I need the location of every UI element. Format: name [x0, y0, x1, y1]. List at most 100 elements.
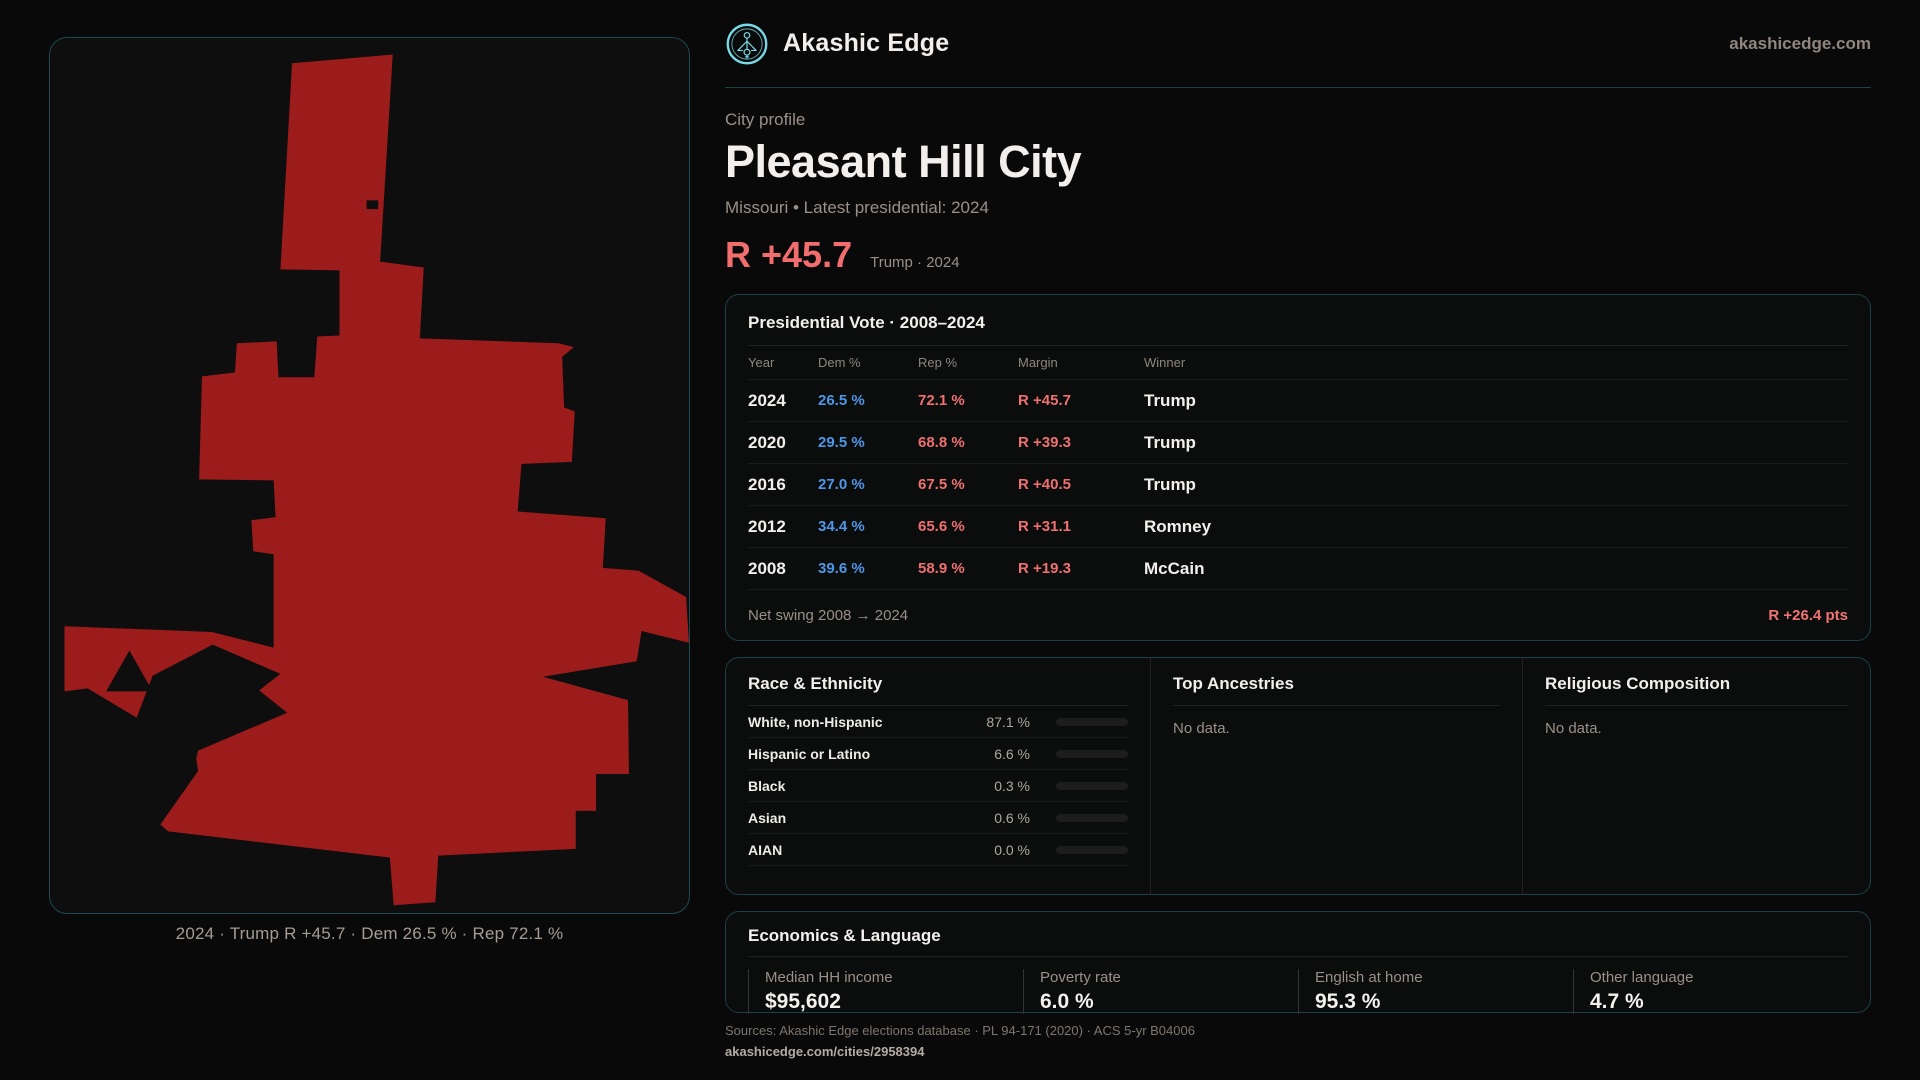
race-bar-track [1056, 781, 1128, 790]
city-map-panel [49, 37, 690, 914]
ancestries-empty-state: No data. [1173, 720, 1230, 737]
stat-label: English at home [1315, 969, 1423, 986]
col-margin: Margin [1018, 355, 1058, 370]
header: Akashic Edge akashicedge.com [725, 0, 1871, 88]
stat-value: 4.7 % [1590, 990, 1644, 1013]
net-swing-row: Net swing 2008 → 2024 R +26.4 pts [748, 590, 1848, 640]
cell-dem: 39.6 % [818, 560, 865, 577]
race-label: Hispanic or Latino [748, 745, 871, 762]
race-ethnicity-section: Race & Ethnicity White, non-Hispanic 87.… [726, 658, 1150, 894]
permalink[interactable]: akashicedge.com/cities/2958394 [725, 1044, 925, 1059]
city-boundary-map [64, 54, 689, 906]
cell-dem: 29.5 % [818, 434, 865, 451]
brand: Akashic Edge [725, 22, 949, 66]
stat-value: $95,602 [765, 990, 841, 1013]
headline-context: Trump · 2024 [870, 254, 960, 271]
cell-winner: Romney [1144, 516, 1212, 536]
cell-rep: 67.5 % [918, 476, 965, 493]
table-row: 2008 39.6 % 58.9 % R +19.3 McCain [748, 548, 1848, 590]
stat-label: Poverty rate [1040, 969, 1121, 986]
stat-median-income: Median HH income $95,602 [748, 969, 1023, 1014]
cell-margin: R +45.7 [1018, 392, 1071, 409]
cell-winner: McCain [1144, 558, 1205, 578]
page-title: Pleasant Hill City [725, 136, 1082, 187]
ancestries-title: Top Ancestries [1173, 674, 1500, 706]
col-rep: Rep % [918, 355, 958, 370]
race-label: AIAN [748, 841, 783, 858]
demographics-card: Race & Ethnicity White, non-Hispanic 87.… [725, 657, 1871, 895]
race-label: Black [748, 777, 786, 794]
cell-margin: R +31.1 [1018, 518, 1071, 535]
table-row: 2020 29.5 % 68.8 % R +39.3 Trump [748, 422, 1848, 464]
vote-table-header: Year Dem % Rep % Margin Winner [748, 346, 1848, 380]
stat-english-at-home: English at home 95.3 % [1298, 969, 1573, 1014]
race-bar-track [1056, 845, 1128, 854]
stat-value: 95.3 % [1315, 990, 1381, 1013]
economics-stats: Median HH income $95,602 Poverty rate 6.… [748, 969, 1848, 1014]
race-bar-track [1056, 813, 1128, 822]
cell-year: 2012 [748, 516, 786, 536]
list-item: AIAN 0.0 % [748, 834, 1128, 866]
cell-rep: 72.1 % [918, 392, 965, 409]
race-bar-track [1056, 717, 1128, 726]
list-item: Black 0.3 % [748, 770, 1128, 802]
cell-winner: Trump [1144, 432, 1196, 452]
cell-year: 2024 [748, 390, 786, 410]
cell-rep: 58.9 % [918, 560, 965, 577]
headline-margin-value: R +45.7 [725, 234, 853, 275]
cell-rep: 68.8 % [918, 434, 965, 451]
col-winner: Winner [1144, 355, 1186, 370]
cell-winner: Trump [1144, 390, 1196, 410]
cell-margin: R +39.3 [1018, 434, 1071, 451]
cell-year: 2020 [748, 432, 786, 452]
presidential-vote-card: Presidential Vote · 2008–2024 Year Dem %… [725, 294, 1871, 641]
cell-year: 2008 [748, 558, 786, 578]
race-label: Asian [748, 809, 787, 826]
vote-card-title: Presidential Vote · 2008–2024 [748, 313, 1848, 346]
cell-margin: R +19.3 [1018, 560, 1071, 577]
stat-value: 6.0 % [1040, 990, 1094, 1013]
economics-title: Economics & Language [748, 926, 1848, 957]
race-bar-track [1056, 749, 1128, 758]
religious-composition-section: Religious Composition No data. [1522, 658, 1870, 894]
list-item: Hispanic or Latino 6.6 % [748, 738, 1128, 770]
akashic-edge-logo-icon [726, 23, 768, 64]
race-value: 87.1 % [986, 713, 1030, 730]
table-row: 2024 26.5 % 72.1 % R +45.7 Trump [748, 380, 1848, 422]
site-domain-link[interactable]: akashicedge.com [1729, 33, 1871, 53]
headline-stat: R +45.7 Trump · 2024 [725, 234, 1871, 276]
brand-name: Akashic Edge [783, 29, 950, 57]
cell-winner: Trump [1144, 474, 1196, 494]
table-row: 2016 27.0 % 67.5 % R +40.5 Trump [748, 464, 1848, 506]
stat-poverty-rate: Poverty rate 6.0 % [1023, 969, 1298, 1014]
stat-label: Other language [1590, 969, 1694, 986]
economics-card: Economics & Language Median HH income $9… [725, 911, 1871, 1014]
race-title: Race & Ethnicity [748, 674, 1128, 706]
race-value: 0.3 % [994, 777, 1030, 794]
stat-other-language: Other language 4.7 % [1573, 969, 1848, 1014]
table-row: 2012 34.4 % 65.6 % R +31.1 Romney [748, 506, 1848, 548]
map-caption: 2024 · Trump R +45.7 · Dem 26.5 % · Rep … [175, 924, 564, 943]
eyebrow-label: City profile [725, 110, 806, 129]
page-subtitle: Missouri • Latest presidential: 2024 [725, 198, 989, 217]
cell-margin: R +40.5 [1018, 476, 1071, 493]
cell-year: 2016 [748, 474, 786, 494]
sources-line: Sources: Akashic Edge elections database… [725, 1023, 1195, 1038]
race-value: 0.6 % [994, 809, 1030, 826]
top-ancestries-section: Top Ancestries No data. [1150, 658, 1522, 894]
cell-dem: 27.0 % [818, 476, 865, 493]
cell-dem: 26.5 % [818, 392, 865, 409]
stat-label: Median HH income [765, 969, 893, 986]
cell-dem: 34.4 % [818, 518, 865, 535]
cell-rep: 65.6 % [918, 518, 965, 535]
race-label: White, non-Hispanic [748, 713, 883, 730]
net-swing-value: R +26.4 pts [1768, 606, 1848, 624]
list-item: Asian 0.6 % [748, 802, 1128, 834]
list-item: White, non-Hispanic 87.1 % [748, 706, 1128, 738]
religion-title: Religious Composition [1545, 674, 1848, 706]
col-dem: Dem % [818, 355, 861, 370]
religion-empty-state: No data. [1545, 720, 1602, 737]
col-year: Year [748, 355, 775, 370]
race-value: 6.6 % [994, 745, 1030, 762]
